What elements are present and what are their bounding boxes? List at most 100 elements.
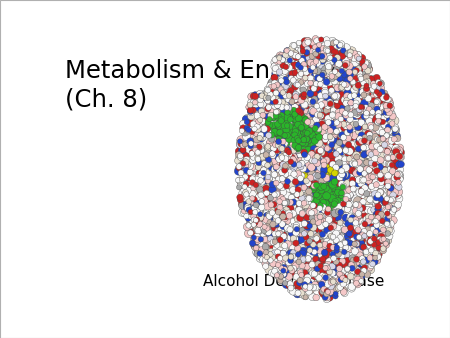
Point bbox=[343, 100, 350, 106]
Point bbox=[356, 99, 363, 104]
Point bbox=[309, 192, 316, 197]
Point bbox=[337, 66, 344, 72]
Point bbox=[311, 174, 318, 179]
Point bbox=[333, 260, 340, 266]
Point bbox=[312, 45, 319, 50]
Point bbox=[271, 225, 278, 230]
Point bbox=[302, 41, 309, 47]
Point bbox=[315, 114, 323, 119]
Point bbox=[270, 88, 278, 93]
Point bbox=[282, 256, 289, 262]
Point bbox=[313, 183, 320, 188]
Point bbox=[252, 245, 260, 251]
Point bbox=[277, 58, 284, 64]
Point bbox=[346, 134, 353, 140]
Point bbox=[341, 161, 348, 166]
Point bbox=[314, 188, 321, 193]
Point bbox=[387, 110, 394, 115]
Point bbox=[289, 127, 297, 133]
Point bbox=[279, 139, 287, 144]
Point bbox=[373, 163, 380, 168]
Point bbox=[290, 83, 297, 89]
Point bbox=[370, 237, 377, 242]
Point bbox=[274, 204, 282, 210]
Point bbox=[256, 103, 263, 109]
Point bbox=[306, 190, 314, 196]
Point bbox=[361, 77, 368, 83]
Point bbox=[350, 258, 357, 263]
Point bbox=[345, 194, 352, 199]
Point bbox=[300, 62, 307, 67]
Point bbox=[290, 210, 297, 216]
Point bbox=[252, 129, 260, 135]
Point bbox=[389, 114, 396, 119]
Point bbox=[282, 83, 289, 88]
Point bbox=[276, 55, 283, 61]
Point bbox=[371, 162, 378, 167]
Point bbox=[378, 98, 386, 104]
Point bbox=[237, 140, 244, 146]
Point bbox=[365, 106, 373, 112]
Point bbox=[279, 170, 286, 175]
Point bbox=[382, 170, 390, 176]
Point bbox=[320, 232, 328, 238]
Point bbox=[259, 134, 266, 140]
Point bbox=[340, 157, 347, 162]
Point bbox=[275, 157, 283, 163]
Point bbox=[323, 48, 330, 53]
Point bbox=[261, 253, 269, 258]
Point bbox=[279, 240, 287, 245]
Point bbox=[303, 179, 310, 185]
Point bbox=[324, 163, 332, 169]
Point bbox=[319, 121, 326, 127]
Point bbox=[323, 130, 330, 135]
Point bbox=[329, 44, 336, 49]
Point bbox=[351, 160, 358, 166]
Point bbox=[311, 236, 318, 242]
Point bbox=[315, 274, 322, 280]
Point bbox=[322, 201, 329, 206]
Point bbox=[324, 135, 331, 140]
Point bbox=[288, 99, 296, 104]
Point bbox=[314, 185, 321, 190]
Point bbox=[387, 153, 394, 159]
Point bbox=[334, 198, 342, 203]
Point bbox=[258, 204, 265, 210]
Point bbox=[280, 164, 287, 169]
Point bbox=[335, 203, 342, 209]
Point bbox=[383, 200, 391, 206]
Point bbox=[351, 247, 358, 252]
Point bbox=[387, 210, 395, 216]
Point bbox=[311, 209, 319, 214]
Point bbox=[289, 187, 297, 193]
Point bbox=[308, 83, 315, 89]
Point bbox=[277, 119, 284, 124]
Point bbox=[307, 276, 315, 282]
Point bbox=[345, 206, 352, 211]
Point bbox=[330, 52, 337, 58]
Point bbox=[292, 79, 299, 85]
Point bbox=[393, 149, 400, 155]
Point bbox=[365, 123, 373, 128]
Point bbox=[312, 55, 319, 61]
Point bbox=[392, 127, 399, 132]
Point bbox=[242, 159, 249, 165]
Point bbox=[306, 189, 313, 194]
Point bbox=[364, 220, 371, 225]
Point bbox=[344, 51, 351, 56]
Point bbox=[308, 204, 315, 210]
Point bbox=[338, 84, 346, 90]
Point bbox=[317, 81, 324, 87]
Point bbox=[368, 236, 375, 241]
Point bbox=[314, 114, 321, 120]
Point bbox=[391, 118, 398, 123]
Point bbox=[245, 178, 252, 184]
Point bbox=[329, 104, 337, 109]
Point bbox=[341, 125, 348, 130]
Point bbox=[300, 149, 307, 155]
Point bbox=[258, 170, 265, 176]
Point bbox=[351, 93, 358, 98]
Point bbox=[262, 171, 270, 177]
Point bbox=[312, 45, 319, 50]
Point bbox=[271, 57, 279, 63]
